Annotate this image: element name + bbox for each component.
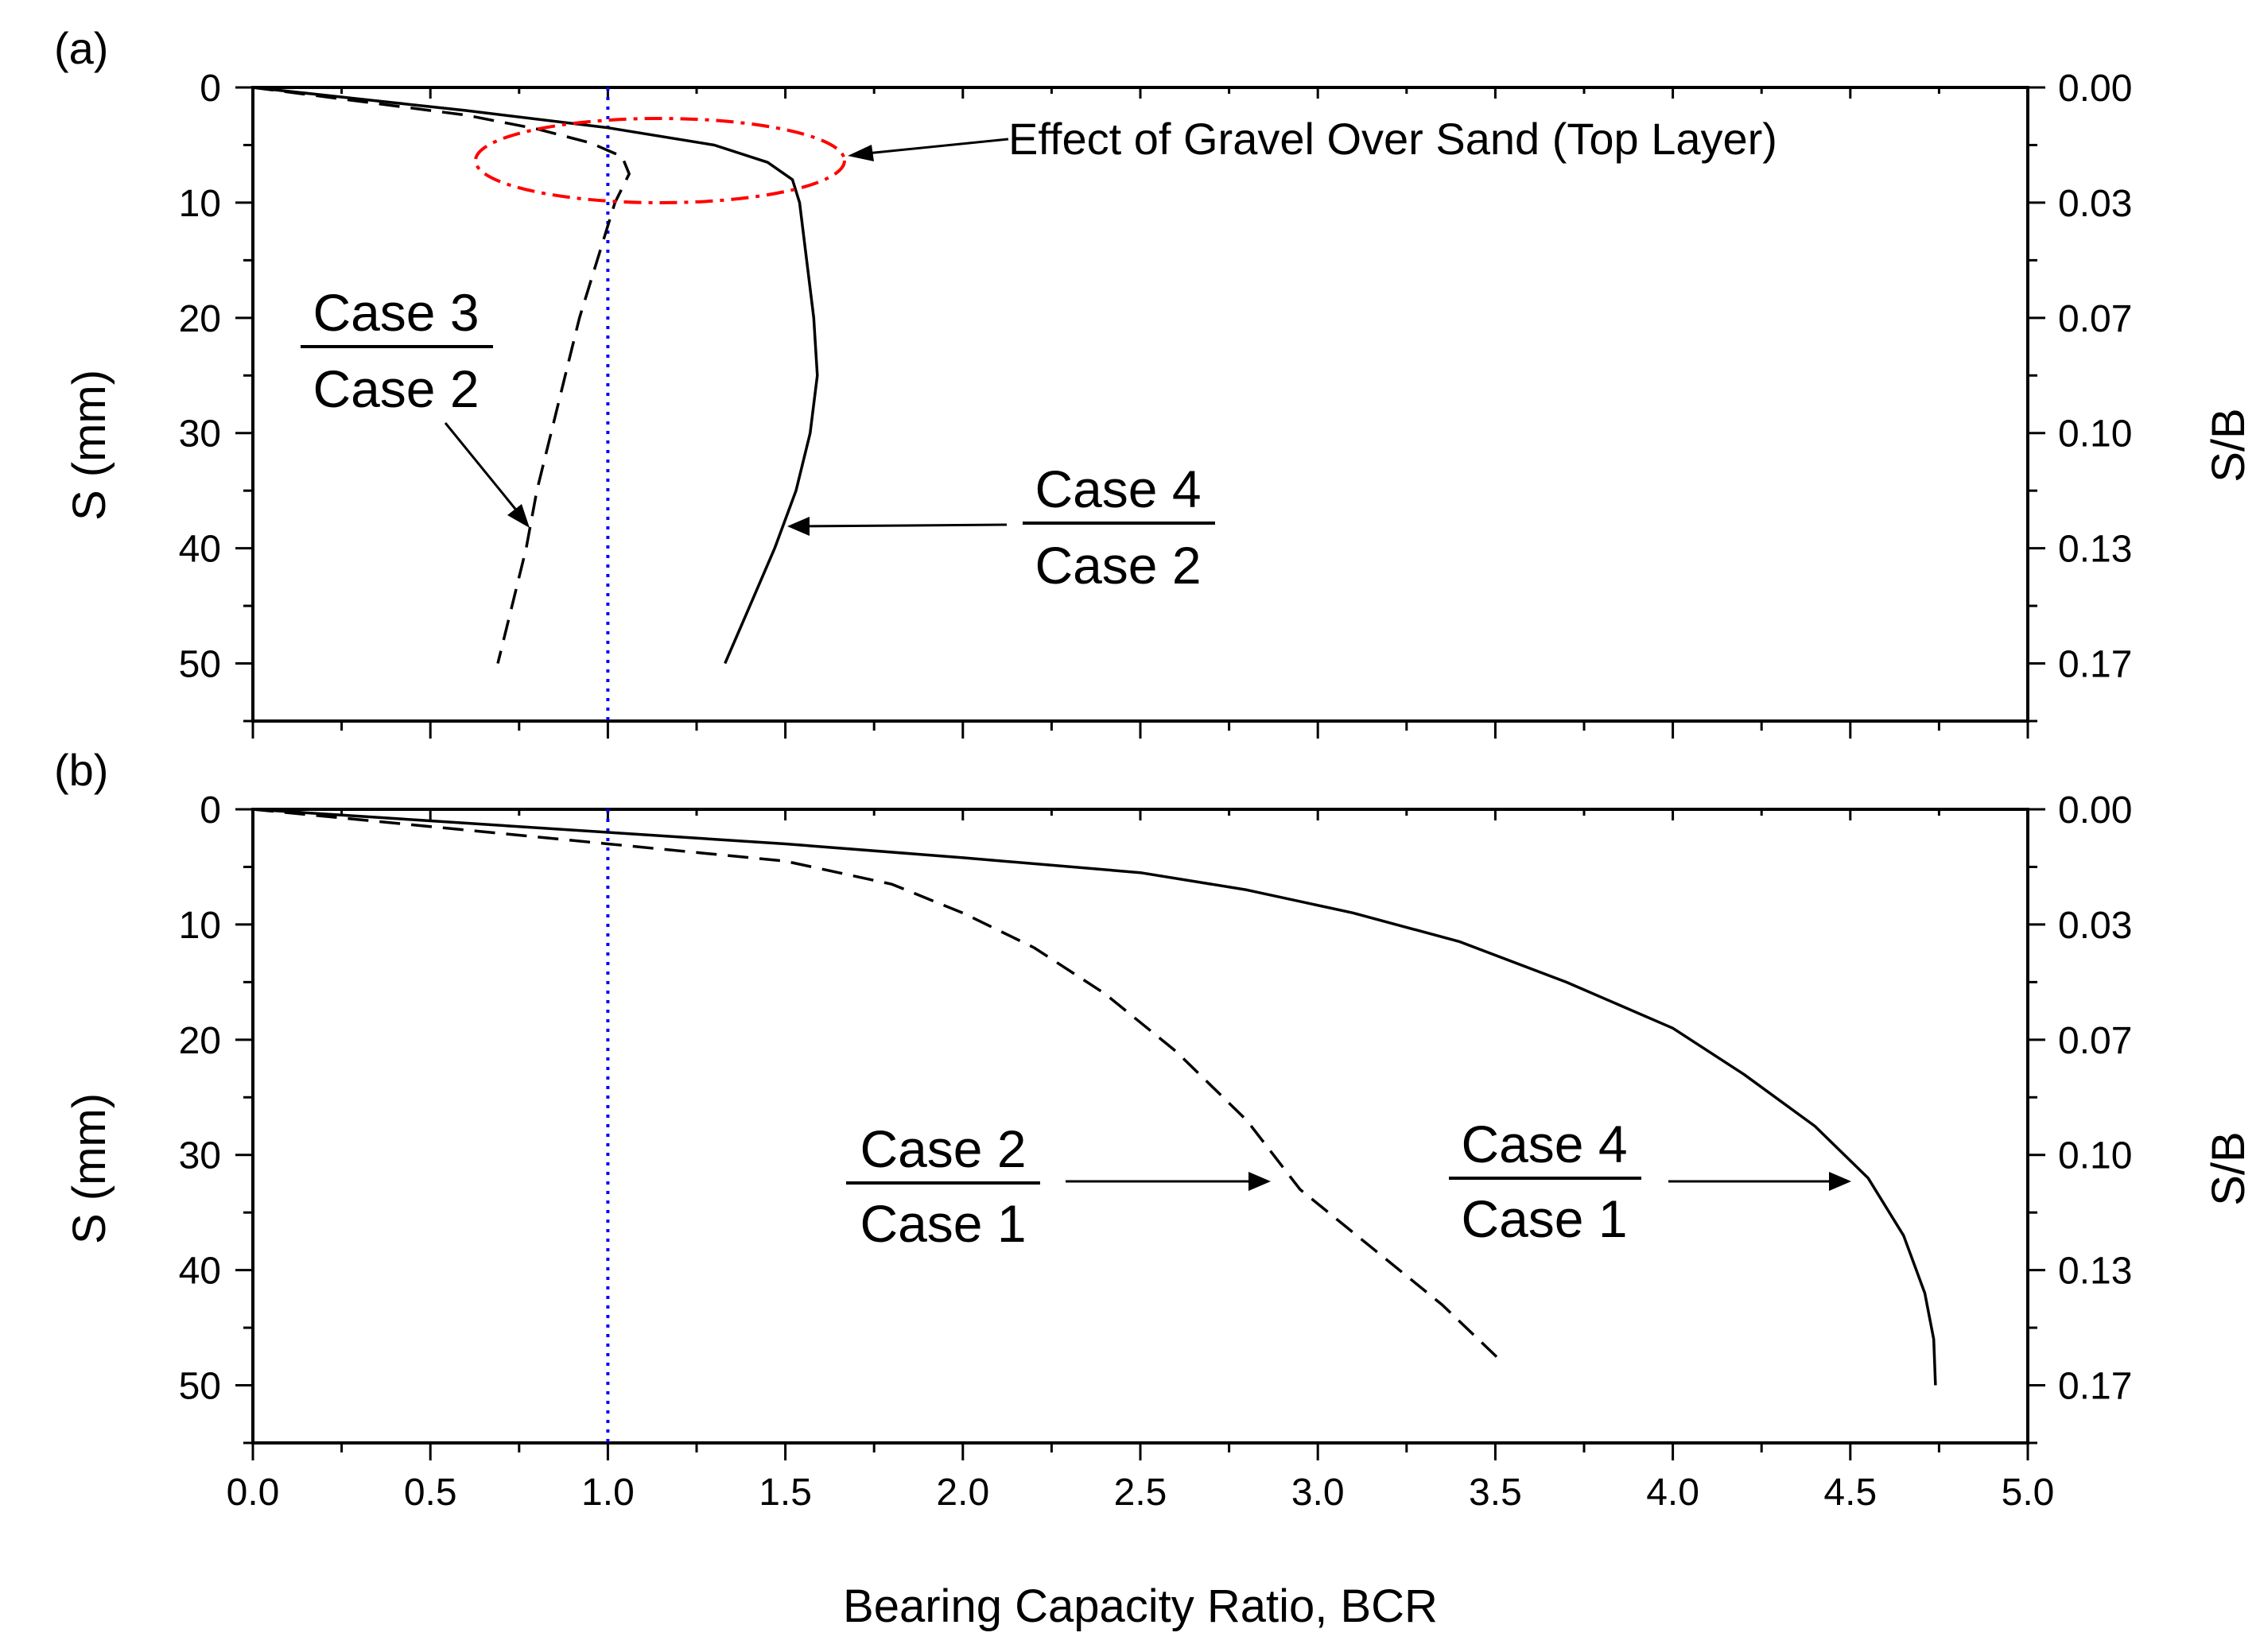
panel-b-y2-axis-title: S/B [2203, 1131, 2254, 1206]
panel-a-y-axis-title: S (mm) [64, 370, 115, 521]
panel-a-frame [251, 86, 2029, 723]
panel-b-curves [252, 808, 1937, 1443]
y-tick-label: 40 [179, 529, 221, 571]
case3-case2-numerator: Case 3 [313, 283, 479, 342]
series-line-case-3-case-2 [252, 86, 631, 664]
panel-b-axes: 0.0 0.5 1.0 1.5 2.0 2.5 3.0 3.5 4.0 4.5 5.0 0 10 20 30… [179, 789, 2133, 1514]
panel-a-y2-axis-title: S/B [2203, 408, 2254, 483]
x-tick-label: 3.5 [1469, 1472, 1522, 1514]
case3-case2-denominator: Case 2 [313, 359, 479, 418]
x-tick-label: 3.0 [1291, 1472, 1345, 1514]
panel-a-label: (a) [54, 23, 108, 73]
y2-tick-label: 0.03 [2058, 183, 2132, 225]
y2-tick-label: 0.10 [2058, 413, 2132, 456]
panel-b-label: (b) [54, 745, 108, 795]
y-tick-label: 50 [179, 1366, 221, 1408]
y-tick-label: 50 [179, 644, 221, 686]
callout-arrow-line [858, 138, 1009, 156]
gravel-effect-annotation: Effect of Gravel Over Sand (Top Layer) [1008, 114, 1777, 164]
case4-case1-numerator: Case 4 [1461, 1115, 1627, 1173]
y2-tick-label: 0.07 [2058, 298, 2132, 340]
panel-b: 0.0 0.5 1.0 1.5 2.0 2.5 3.0 3.5 4.0 4.5 5.0 0 10 20 30… [54, 745, 2254, 1632]
y-tick-label: 30 [179, 413, 221, 456]
panel-a-axes: 0 10 20 30 40 50 0.00 0.03 0.07 0.10 0.13 0.17 [179, 68, 2132, 739]
x-tick-label: 1.5 [759, 1472, 812, 1514]
y2-tick-label: 0.10 [2058, 1135, 2132, 1177]
case4-case2-numerator: Case 4 [1035, 460, 1201, 518]
y2-tick-label: 0.07 [2058, 1020, 2132, 1062]
y2-tick-label: 0.17 [2058, 644, 2132, 686]
series-line-case-4-case-2 [252, 86, 819, 665]
series-line-case-2-case-1 [252, 808, 1504, 1363]
case4-case2-arrow-line [799, 523, 1008, 528]
y2-tick-label: 0.00 [2058, 68, 2132, 110]
y-tick-label: 20 [179, 298, 221, 340]
x-tick-label: 2.0 [936, 1472, 989, 1514]
case4-case2-arrowhead [787, 517, 810, 536]
case4-case1-denominator: Case 1 [1461, 1189, 1627, 1248]
highlight-ellipse [474, 117, 846, 204]
case4-case1-arrowhead [1829, 1172, 1851, 1191]
y-tick-label: 20 [179, 1020, 221, 1062]
case2-case1-denominator: Case 1 [860, 1194, 1026, 1253]
case3-case2-arrowhead [507, 504, 530, 528]
x-tick-label: 5.0 [2002, 1472, 2055, 1514]
x-tick-label: 0.5 [404, 1472, 457, 1514]
panel-b-y-axis-title: S (mm) [64, 1093, 115, 1244]
x-tick-label: 1.0 [581, 1472, 635, 1514]
case2-case1-arrowhead [1248, 1172, 1271, 1191]
x-tick-label: 0.0 [227, 1472, 280, 1514]
y-tick-label: 0 [200, 68, 221, 110]
y-tick-label: 10 [179, 905, 221, 947]
y2-tick-label: 0.03 [2058, 905, 2132, 947]
x-tick-label: 4.0 [1646, 1472, 1699, 1514]
case2-case1-numerator: Case 2 [860, 1119, 1026, 1178]
panel-a-curves [252, 86, 819, 721]
case3-case2-arrow-line [444, 422, 523, 518]
x-tick-label: 2.5 [1114, 1472, 1167, 1514]
x-axis-title: Bearing Capacity Ratio, BCR [843, 1580, 1438, 1632]
y2-tick-label: 0.00 [2058, 789, 2132, 832]
y-tick-label: 0 [200, 789, 221, 832]
callout-arrowhead [848, 145, 874, 161]
y-tick-label: 40 [179, 1251, 221, 1293]
x-tick-label: 4.5 [1823, 1472, 1877, 1514]
y-tick-label: 30 [179, 1135, 221, 1177]
case4-case2-denominator: Case 2 [1035, 536, 1201, 595]
y2-tick-label: 0.17 [2058, 1366, 2132, 1408]
panel-b-frame [251, 808, 2029, 1445]
y2-tick-label: 0.13 [2058, 529, 2132, 571]
y2-tick-label: 0.13 [2058, 1251, 2132, 1293]
y-tick-label: 10 [179, 183, 221, 225]
series-line-case-4-case-1 [252, 808, 1937, 1386]
